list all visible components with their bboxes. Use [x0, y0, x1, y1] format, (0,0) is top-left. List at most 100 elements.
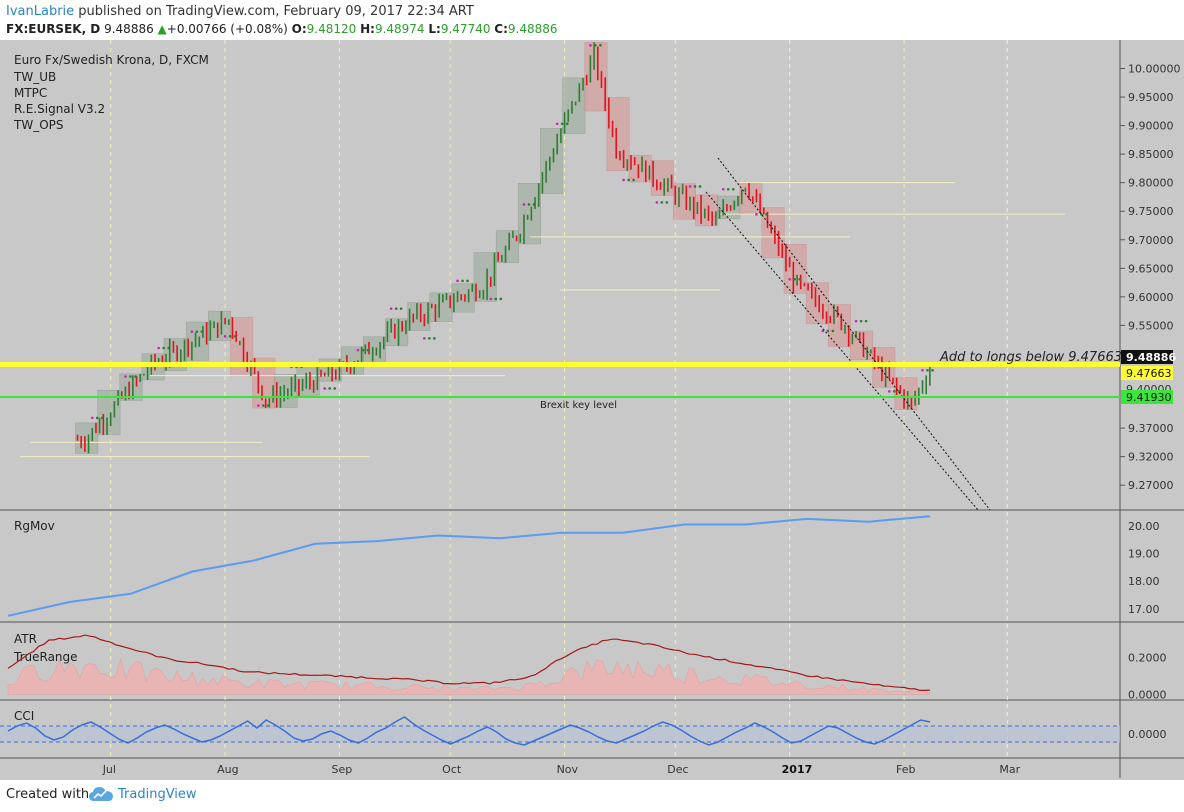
chart-canvas[interactable]: Add to longs below 9.47663 Brexit key le… [0, 40, 1184, 780]
signal-dot [527, 203, 531, 206]
legend-indicator-2: MTPC [14, 86, 47, 100]
last-price: 9.48886 [104, 22, 154, 36]
support-level-line[interactable] [0, 362, 1120, 367]
pattern-box-up [562, 77, 586, 134]
signal-dot [693, 185, 697, 188]
rgmov-tick-label: 18.00 [1128, 575, 1160, 588]
atr-pane-title: ATR [14, 632, 37, 646]
pattern-box-down [584, 42, 608, 112]
time-tick-label: Mar [999, 763, 1020, 776]
price-tick-label: 9.85000 [1128, 148, 1174, 161]
tradingview-cloud-icon [89, 787, 113, 801]
time-tick-label: Sep [331, 763, 352, 776]
price-tick-label: 9.55000 [1128, 319, 1174, 332]
signal-dot [721, 187, 725, 191]
time-tick-label: Jul [102, 763, 116, 776]
signal-dot [233, 335, 237, 338]
price-bars [76, 42, 931, 454]
support-level-annotation: Add to longs below 9.47663 [939, 350, 1122, 365]
cci-axis: 0.0000 [1128, 728, 1167, 741]
close-value: 9.48886 [507, 22, 558, 36]
signal-dot [522, 203, 526, 206]
price-tick-label: 9.37000 [1128, 422, 1174, 435]
signal-dot [190, 330, 194, 333]
symbol-quote: FX:EURSEK, D 9.48886 ▲+0.00766 (+0.08%) … [6, 22, 558, 36]
time-tick-label: Nov [557, 763, 579, 776]
signal-dot [456, 279, 459, 283]
pattern-box-up [518, 183, 541, 245]
pattern-box-down [673, 183, 696, 220]
signal-dot [897, 390, 901, 393]
change-up-icon: ▲ [157, 22, 167, 36]
price-tick-label: 9.60000 [1128, 291, 1174, 304]
signal-dot [489, 297, 493, 301]
atr-tick-label: 0.2000 [1128, 651, 1167, 664]
atr-line [7, 634, 931, 691]
high-label: H: [360, 22, 375, 36]
signal-dot [560, 122, 564, 126]
signal-dot [565, 122, 569, 126]
truerange-pane-title: TrueRange [13, 650, 78, 664]
signal-dot [755, 213, 758, 216]
signal-dot [655, 201, 659, 204]
pattern-box-up [407, 302, 431, 331]
price-tick-label: 9.80000 [1128, 177, 1174, 190]
last-price-badge [1121, 350, 1173, 364]
time-axis: Jul Aug Sep Oct Nov Dec 2017 Feb Mar [102, 763, 1021, 776]
time-tick-label: Oct [442, 763, 462, 776]
rgmov-tick-label: 19.00 [1128, 548, 1160, 561]
rgmov-axis: 20.00 19.00 18.00 17.00 [1128, 520, 1160, 616]
signal-dot [328, 387, 332, 390]
rgmov-pane-title: RgMov [14, 519, 55, 533]
brexit-price-badge [1121, 390, 1173, 404]
chart-header: IvanLabrie published on TradingView.com,… [0, 0, 1184, 40]
signal-dot [665, 201, 669, 204]
price-tick-label: 9.70000 [1128, 234, 1174, 247]
signal-dot [389, 307, 393, 310]
pattern-box-up [451, 283, 475, 313]
pattern-box-down [761, 207, 785, 259]
high-value: 9.48974 [374, 22, 425, 36]
pattern-box-up [385, 318, 409, 347]
signal-dot [859, 319, 863, 323]
created-with-text: Created with [6, 787, 90, 802]
signal-dot [921, 368, 924, 372]
signal-dot [162, 346, 165, 350]
author-link[interactable]: IvanLabrie [6, 4, 75, 19]
signal-dot [157, 346, 160, 350]
pattern-box-down [828, 304, 851, 347]
tradingview-brand[interactable]: TradingView [118, 787, 197, 802]
pattern-box-down [695, 194, 719, 227]
trend-channel-lower[interactable] [705, 191, 979, 511]
time-tick-label: 2017 [782, 763, 813, 776]
rgmov-tick-label: 20.00 [1128, 520, 1160, 533]
pattern-box-down [783, 244, 807, 294]
pattern-box-down [739, 182, 763, 214]
signal-dot [428, 337, 431, 340]
signal-dot [731, 187, 735, 191]
pattern-box-up [540, 127, 564, 194]
pattern-box-down [650, 160, 674, 196]
truerange-area [7, 657, 931, 695]
legend-indicator-4: TW_OPS [13, 118, 64, 132]
time-tick-label: Dec [667, 763, 688, 776]
published-text: published on TradingView.com, February 0… [78, 4, 474, 19]
pattern-box-up [495, 230, 519, 263]
pattern-box-up [717, 195, 741, 219]
signal-dot [399, 307, 403, 310]
signal-dot [599, 43, 602, 47]
signal-dot [228, 335, 232, 338]
signal-dot [257, 404, 260, 407]
pattern-box-down [805, 282, 829, 325]
signal-dot [267, 404, 270, 407]
signal-dot [589, 43, 592, 47]
pattern-box-up [185, 321, 209, 361]
signal-dot [124, 375, 127, 378]
footer: Created with TradingView [0, 780, 1184, 812]
cci-pane-title: CCI [14, 709, 34, 723]
pattern-box-up [363, 336, 387, 362]
open-label: O: [291, 22, 307, 36]
signal-dot [821, 329, 825, 333]
signal-dot [90, 416, 94, 420]
pattern-box-up [75, 422, 99, 454]
